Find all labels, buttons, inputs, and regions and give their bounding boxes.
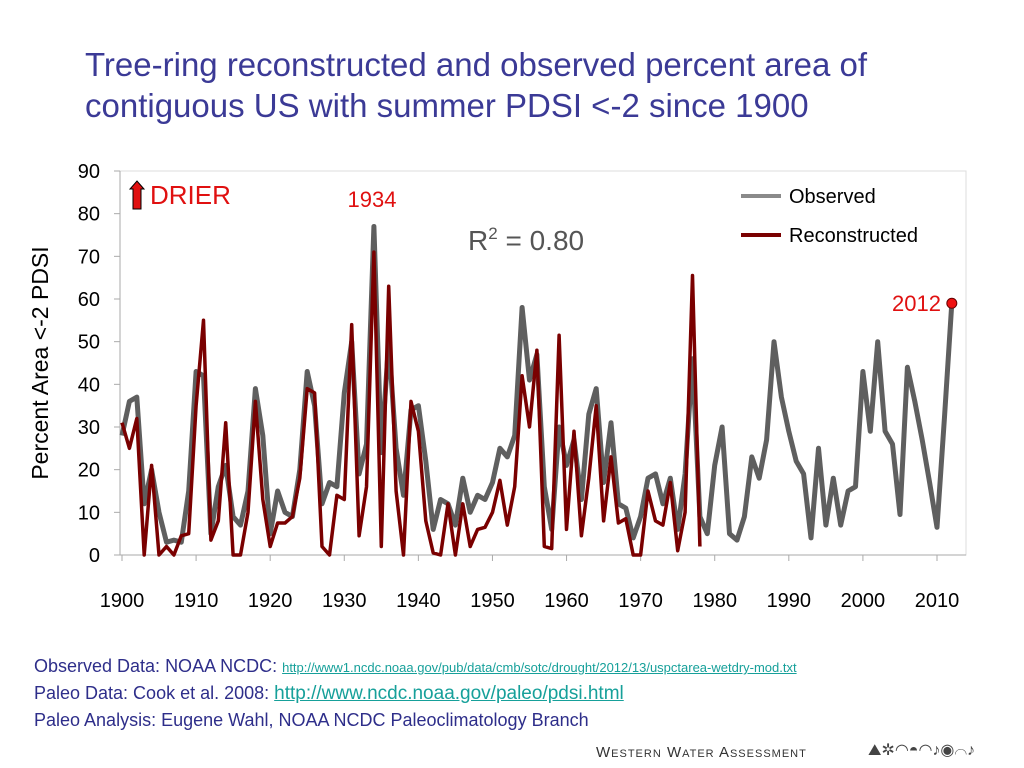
x-tick-label: 1990 xyxy=(767,590,812,612)
y-tick-label: 80 xyxy=(78,204,100,226)
x-tick-label: 1900 xyxy=(100,590,145,612)
footer-paleo: Paleo Data: Cook et al. 2008: http://www… xyxy=(34,683,624,705)
observed-data-link[interactable]: http://www1.ncdc.noaa.gov/pub/data/cmb/s… xyxy=(282,660,797,675)
observed-source-label: Observed Data: NOAA NCDC: xyxy=(34,656,283,676)
svg-text:DRIER: DRIER xyxy=(150,180,231,210)
brand-logo-icons: ⛰✲◠◓◠♪◉⌒♪ xyxy=(868,742,976,759)
x-tick-label: 1920 xyxy=(248,590,293,612)
legend: Observed Reconstructed xyxy=(741,186,918,247)
legend-label-observed: Observed xyxy=(789,186,876,208)
footer-observed: Observed Data: NOAA NCDC: http://www1.nc… xyxy=(34,656,797,677)
x-tick-label: 1930 xyxy=(322,590,367,612)
page-title: Tree-ring reconstructed and observed per… xyxy=(85,46,868,124)
x-tick-label: 1940 xyxy=(396,590,441,612)
r-squared-label: R2 = 0.80 xyxy=(468,224,584,256)
x-tick-label: 1910 xyxy=(174,590,219,612)
y-tick-label: 10 xyxy=(78,502,100,524)
up-arrow-icon xyxy=(128,180,146,210)
label-2012: 2012 xyxy=(892,291,941,316)
x-tick-label: 1980 xyxy=(692,590,737,612)
paleo-data-link[interactable]: http://www.ncdc.noaa.gov/paleo/pdsi.html xyxy=(274,683,624,704)
paleo-source-label: Paleo Data: Cook et al. 2008: xyxy=(34,683,275,703)
x-tick-label: 2000 xyxy=(841,590,886,612)
peak-1934-label: 1934 xyxy=(348,187,397,212)
y-tick-label: 60 xyxy=(78,289,100,311)
highlight-point-2012 xyxy=(946,297,958,309)
y-tick-label: 0 xyxy=(89,545,100,567)
y-tick-label: 30 xyxy=(78,417,100,439)
y-tick-label: 20 xyxy=(78,460,100,482)
x-tick-label: 1960 xyxy=(544,590,589,612)
x-tick-label: 2010 xyxy=(915,590,960,612)
legend-label-reconstructed: Reconstructed xyxy=(789,225,918,247)
y-tick-label: 90 xyxy=(78,161,100,183)
x-tick-label: 1970 xyxy=(618,590,663,612)
y-tick-label: 50 xyxy=(78,332,100,354)
y-tick-label: 40 xyxy=(78,374,100,396)
brand-logo-text: Western Water Assessment xyxy=(596,744,807,761)
y-axis-label: Percent Area <-2 PDSI xyxy=(27,246,53,479)
drier-annotation: DRIER xyxy=(128,180,231,210)
x-tick-label: 1950 xyxy=(470,590,515,612)
y-tick-label: 70 xyxy=(78,246,100,268)
series-line-reconstructed xyxy=(120,250,702,557)
footer-analysis: Paleo Analysis: Eugene Wahl, NOAA NCDC P… xyxy=(34,710,589,730)
